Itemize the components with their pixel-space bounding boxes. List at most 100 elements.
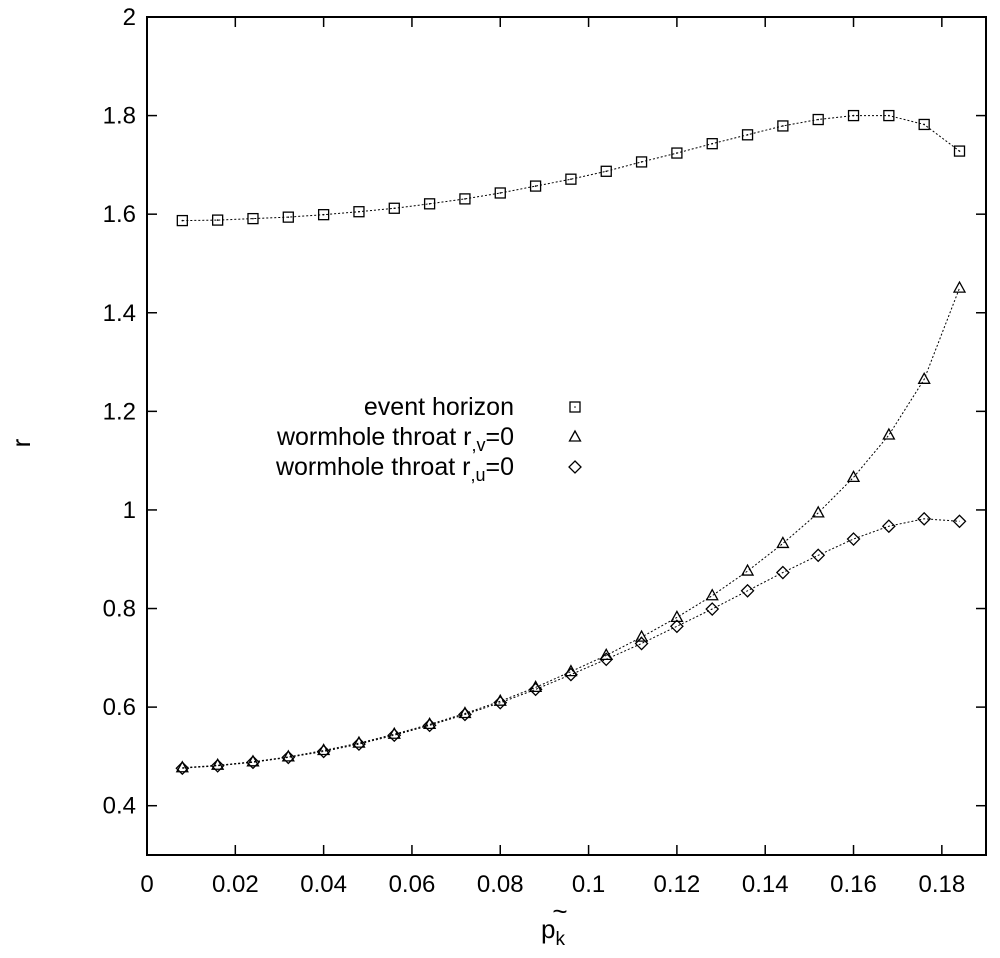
series-1-point [634,629,649,642]
series-2-point [634,636,649,651]
series-2-point [281,750,296,765]
x-tick-label: 0 [140,871,153,898]
x-tick-label: 0.06 [389,871,436,898]
series-1-point [423,717,437,730]
series-1-point [317,743,331,756]
y-tick-label: 1.4 [103,300,136,327]
series-1-point [211,757,225,770]
y-tick-label: 1 [123,497,136,524]
series-0-point-center-dot [322,213,325,216]
series-2-point [528,682,543,697]
series-0-point [565,173,577,185]
axes: 0 0.02 0.04 0.06 0.08 0.1 0.12 0.14 0.16 0.18 0.4 0… [103,4,986,898]
series-1-line [182,287,960,769]
series-0-line [182,115,960,222]
legend-marker-0-center-dot [574,406,576,408]
legend-marker-0 [569,401,581,413]
series-1-point [952,280,967,293]
series-2-point [669,619,684,634]
series-1-point [458,706,472,719]
y-tick-label: 0.4 [103,793,136,820]
legend-marker-1 [568,429,582,442]
series-0-point [883,109,895,122]
series-0-point [741,129,754,141]
series-0-point [600,165,612,177]
legend-marker-2 [568,460,582,474]
y-tick-label: 2 [123,4,136,31]
series-0-point-center-dot [817,118,819,121]
y-tick-label: 0.8 [103,596,136,623]
series-0-point-center-dot [216,219,219,221]
series-2-point [881,519,896,534]
x-axis-label-subscript: k [555,929,565,950]
legend-label-throat-v: wormhole throat r,v=0 [276,423,514,455]
series-2-point [952,514,967,529]
series-0-point-center-dot [746,134,749,136]
x-axis-label-base: p [541,914,555,944]
series-0-point [388,202,400,214]
x-tick-label: 0.02 [212,871,259,898]
series-1-point [175,760,189,773]
series-1-point [811,505,825,518]
x-axis-label: pk ~ [541,896,568,950]
series-0-point-center-dot [711,142,714,145]
series-0-points [176,109,966,227]
series-2-point [246,755,260,770]
series-2-point [775,565,790,580]
x-tick-label: 0.04 [300,871,347,898]
series-2-point [422,718,437,733]
series-1-point [776,536,790,549]
legend: event horizon wormhole throat r,v=0 worm… [275,393,582,485]
series-0-point-center-dot [499,192,502,194]
series-1-point [882,427,896,440]
series-2-point [175,761,190,776]
x-axis-label-accent: ~ [552,896,567,926]
series-0-point [282,211,294,223]
series-1-point [246,754,260,767]
series-0-point [353,206,365,218]
x-tick-label: 0.16 [830,871,877,898]
series-0-point-center-dot [888,114,890,117]
legend-markers [568,401,582,474]
y-axis-label: r [6,438,36,447]
series-0-point-center-dot [852,114,855,117]
series-0-point [953,145,966,157]
series-2-point [563,667,578,682]
series-1-point [564,664,578,677]
x-tick-label: 0.1 [572,871,605,898]
series-0-point-center-dot [676,152,678,154]
series-2-point [740,583,755,598]
x-tick-label: 0.18 [918,871,965,898]
series-0-point [706,138,718,150]
series-2-point [352,737,366,752]
svg-text:pk: pk [541,914,565,950]
series-0-point [812,113,824,126]
series-2-point [387,728,402,743]
series-1-point [740,563,755,576]
series-2-points [175,511,967,776]
series-0-point [777,120,789,132]
legend-label-throat-u: wormhole throat r,u=0 [275,453,514,485]
series-0-point [635,156,648,168]
series-0-point-center-dot [570,178,572,180]
series-1-point [846,470,861,483]
series-0-point-center-dot [358,210,360,213]
series-0-point-center-dot [782,125,784,127]
series-2-point [705,602,720,616]
series-2-point [210,758,225,773]
series-0-point [247,212,259,225]
series-0-point-center-dot [958,150,961,152]
series-0-point [176,214,188,227]
series-0-point-center-dot [534,185,537,187]
series-0-point-center-dot [393,207,396,210]
series-0-point-center-dot [464,198,466,200]
plot-frame [146,16,987,856]
y-tick-label: 0.6 [103,694,136,721]
series-2-point [316,744,331,759]
series-1-point [705,588,719,601]
series-0-point-center-dot [181,219,184,222]
series-2-point [599,652,614,667]
legend-label-event-horizon: event horizon [364,393,514,421]
series-1-point [387,726,401,739]
